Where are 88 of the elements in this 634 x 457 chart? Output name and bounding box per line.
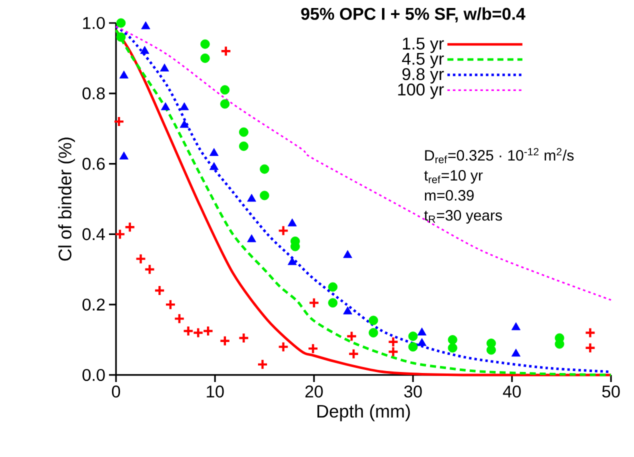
point xyxy=(239,141,248,151)
x-tick-label: 40 xyxy=(502,386,521,398)
point xyxy=(160,64,170,72)
point xyxy=(180,120,189,128)
point xyxy=(368,328,378,338)
x-tick-label: 20 xyxy=(305,386,323,398)
point xyxy=(417,338,426,346)
point xyxy=(584,327,596,338)
y-axis-title: Cl of binder (%) xyxy=(58,138,75,261)
point xyxy=(260,190,270,200)
chart-title: 95% OPC I + 5% SF, w/b=0.4 xyxy=(301,7,526,22)
point xyxy=(408,342,418,352)
point xyxy=(220,85,230,95)
point xyxy=(328,282,338,292)
y-tick-label: 0.8 xyxy=(82,87,105,100)
point xyxy=(209,162,219,170)
point xyxy=(154,284,166,296)
legend-label: 100 yr xyxy=(398,84,444,99)
point xyxy=(348,348,360,360)
annotation: D$_{ref}$=0.325 · 10$^{-12}$ m$^{2}$/s xyxy=(425,148,574,164)
point xyxy=(113,116,125,128)
legend-label: 9.8 yr xyxy=(402,68,444,84)
point xyxy=(288,257,297,266)
point xyxy=(135,253,146,264)
point xyxy=(164,298,176,310)
point xyxy=(388,346,399,358)
y-tick-label: 0.4 xyxy=(82,228,105,240)
point xyxy=(140,46,150,54)
point xyxy=(448,335,458,344)
x-tick-label: 30 xyxy=(404,386,422,398)
point xyxy=(182,325,194,337)
point xyxy=(247,234,256,242)
legend-label: 4.5 yr xyxy=(402,52,444,68)
point xyxy=(511,348,520,357)
point xyxy=(202,325,214,337)
point xyxy=(114,228,126,240)
x-axis-title: Depth (mm) xyxy=(317,404,410,422)
point xyxy=(288,218,297,226)
legend-label: 1.5 yr xyxy=(402,38,444,53)
point xyxy=(343,306,352,314)
annotation: t$_{ref}$=10 yr xyxy=(424,170,483,184)
point xyxy=(200,39,210,49)
point xyxy=(278,225,289,236)
point xyxy=(308,297,320,308)
point xyxy=(116,32,126,42)
y-tick-label: 0.0 xyxy=(82,368,105,382)
x-tick-label: 10 xyxy=(206,386,224,398)
point xyxy=(343,250,352,258)
point xyxy=(192,327,204,338)
point xyxy=(220,99,230,109)
point xyxy=(144,264,156,275)
point xyxy=(256,358,268,370)
point xyxy=(307,342,319,354)
point xyxy=(328,298,338,308)
point xyxy=(141,21,150,30)
point xyxy=(220,46,232,57)
point xyxy=(247,194,256,202)
point xyxy=(408,332,418,341)
point xyxy=(368,316,378,326)
point xyxy=(554,339,564,349)
point xyxy=(116,18,126,28)
point xyxy=(388,336,399,348)
point xyxy=(180,102,189,110)
point xyxy=(200,53,210,63)
point xyxy=(209,148,219,156)
annotation: m=0.39 xyxy=(424,190,474,201)
y-tick-label: 0.6 xyxy=(82,158,105,170)
point xyxy=(511,322,520,330)
point xyxy=(486,345,496,355)
x-tick-label: 0 xyxy=(112,386,120,398)
x-tick-label: 50 xyxy=(602,386,620,398)
point xyxy=(417,328,426,336)
point xyxy=(239,127,248,137)
annotation: t$_{R}$=30 years xyxy=(424,210,502,224)
y-tick-label: 0.2 xyxy=(82,298,105,311)
point xyxy=(219,335,231,346)
point xyxy=(124,222,136,233)
point xyxy=(346,330,358,342)
point xyxy=(174,313,185,324)
point xyxy=(584,342,596,354)
point xyxy=(238,332,250,344)
point xyxy=(160,102,170,110)
y-tick-label: 1.0 xyxy=(83,16,105,30)
point xyxy=(260,164,270,174)
point xyxy=(278,341,289,352)
point xyxy=(448,343,458,353)
point xyxy=(119,70,128,78)
point xyxy=(119,152,128,160)
